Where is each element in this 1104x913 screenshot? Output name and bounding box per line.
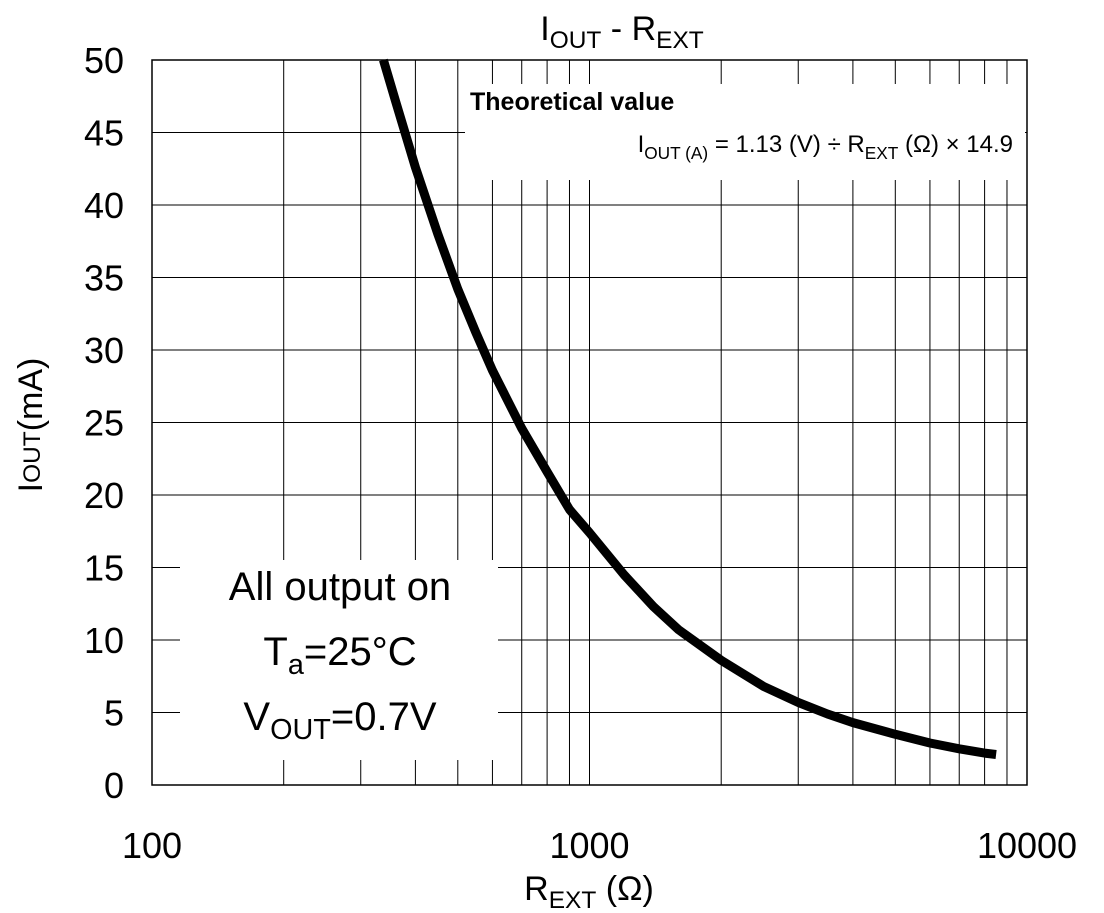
x-tick-labels: 100 1000 10000 xyxy=(122,825,1077,866)
y-tick-label: 50 xyxy=(84,40,124,81)
x-tick-label: 10000 xyxy=(977,825,1077,866)
annotation-box xyxy=(465,84,1025,180)
y-tick-label: 30 xyxy=(84,330,124,371)
y-tick-label: 25 xyxy=(84,403,124,444)
condition-output: All output on xyxy=(229,565,451,609)
y-tick-label: 35 xyxy=(84,258,124,299)
y-tick-label: 10 xyxy=(84,620,124,661)
x-tick-label: 100 xyxy=(122,825,182,866)
condition-voltage: VOUT=0.7V xyxy=(243,695,436,746)
series-line xyxy=(379,58,997,759)
condition-temperature: Ta=25°C xyxy=(263,630,416,681)
y-tick-label: 5 xyxy=(104,693,124,734)
x-axis-label: REXT (Ω) xyxy=(524,870,654,913)
y-tick-label: 40 xyxy=(84,185,124,226)
plot-frame xyxy=(151,59,1028,786)
annotation-formula: IOUT (A) = 1.13 (V) ÷ REXT (Ω) × 14.9 xyxy=(638,131,1013,163)
y-tick-label: 0 xyxy=(104,765,124,806)
chart-title: IOUT - REXT xyxy=(540,10,704,54)
y-tick-labels: 0 5 10 15 20 25 30 35 40 45 50 xyxy=(84,40,124,806)
y-tick-label: 20 xyxy=(84,475,124,516)
y-tick-label: 15 xyxy=(84,548,124,589)
annotation-heading: Theoretical value xyxy=(470,88,674,116)
y-axis-label: IOUT(mA) xyxy=(12,358,50,493)
conditions-box xyxy=(180,560,498,760)
y-tick-label: 45 xyxy=(84,113,124,154)
x-tick-label: 1000 xyxy=(549,825,629,866)
